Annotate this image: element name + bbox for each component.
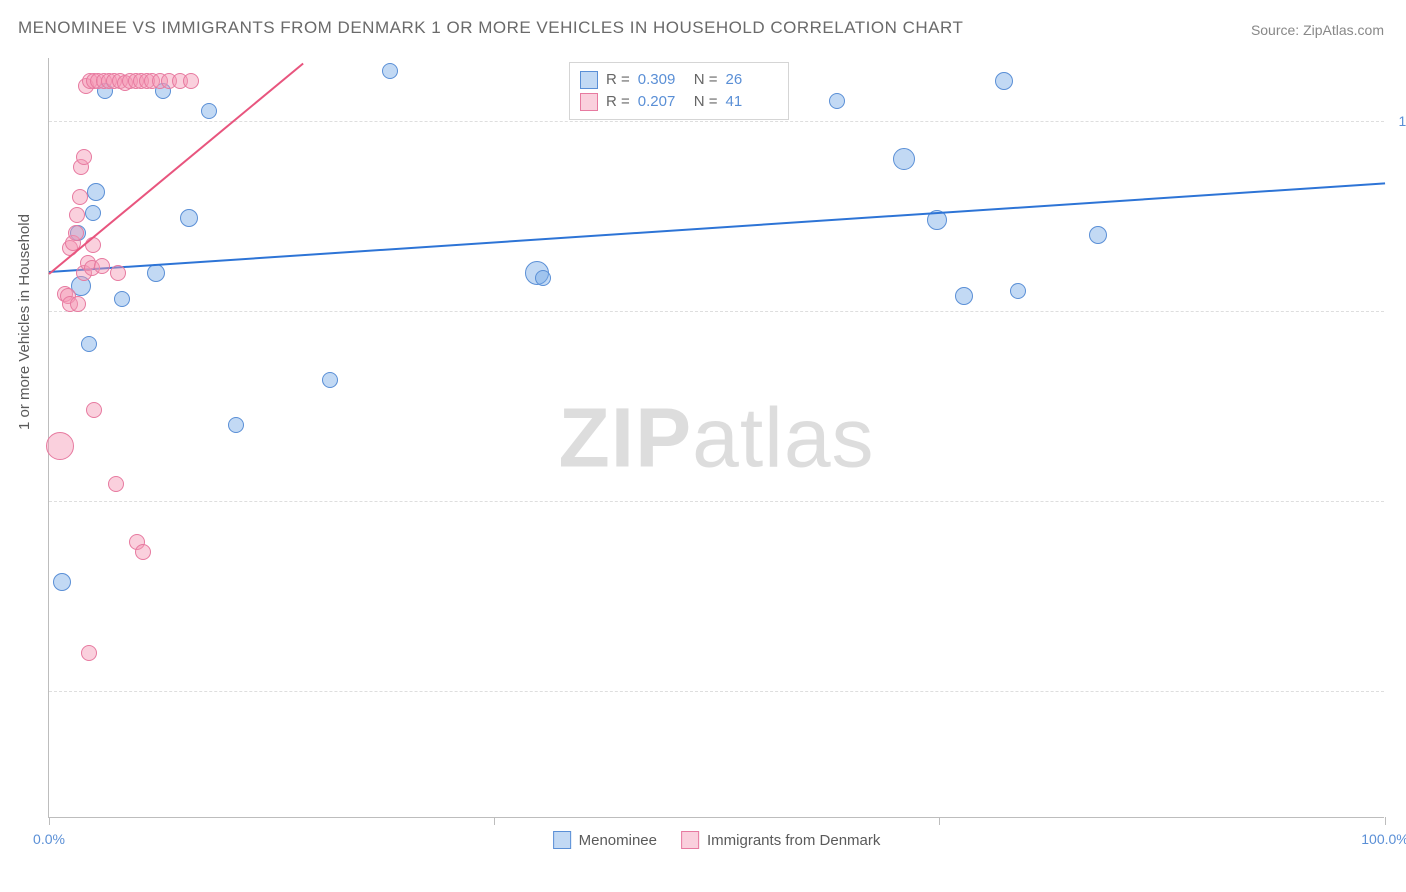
gridline-h — [49, 311, 1384, 312]
n-value-1: 41 — [726, 91, 774, 113]
data-point — [535, 270, 551, 286]
watermark-bold: ZIP — [558, 390, 692, 484]
watermark-light: atlas — [692, 390, 874, 484]
gridline-h — [49, 501, 1384, 502]
data-point — [81, 645, 97, 661]
data-point — [53, 573, 71, 591]
data-point — [86, 402, 102, 418]
y-axis-label: 1 or more Vehicles in Household — [16, 214, 33, 430]
data-point — [70, 296, 86, 312]
n-label: N = — [694, 91, 718, 113]
chart-title: MENOMINEE VS IMMIGRANTS FROM DENMARK 1 O… — [18, 18, 963, 38]
trend-line — [49, 182, 1385, 273]
data-point — [1010, 283, 1026, 299]
series-legend: Menominee Immigrants from Denmark — [553, 831, 881, 849]
r-value-0: 0.309 — [638, 69, 686, 91]
stats-row-0: R = 0.309 N = 26 — [580, 69, 774, 91]
data-point — [110, 265, 126, 281]
xtick — [1385, 817, 1386, 825]
swatch-series-1 — [580, 93, 598, 111]
data-point — [76, 149, 92, 165]
n-label: N = — [694, 69, 718, 91]
xtick — [494, 817, 495, 825]
data-point — [955, 287, 973, 305]
data-point — [94, 258, 110, 274]
data-point — [147, 264, 165, 282]
legend-item-1: Immigrants from Denmark — [681, 831, 880, 849]
legend-label-1: Immigrants from Denmark — [707, 832, 880, 849]
stats-legend: R = 0.309 N = 26 R = 0.207 N = 41 — [569, 62, 789, 120]
data-point — [995, 72, 1013, 90]
data-point — [180, 209, 198, 227]
ytick-label: 100.0% — [1399, 113, 1406, 129]
data-point — [382, 63, 398, 79]
data-point — [201, 103, 217, 119]
xtick-label: 0.0% — [33, 831, 65, 847]
n-value-0: 26 — [726, 69, 774, 91]
xtick — [939, 817, 940, 825]
watermark: ZIPatlas — [558, 389, 874, 486]
data-point — [81, 336, 97, 352]
data-point — [135, 544, 151, 560]
data-point — [68, 225, 84, 241]
legend-item-0: Menominee — [553, 831, 657, 849]
stats-row-1: R = 0.207 N = 41 — [580, 91, 774, 113]
data-point — [183, 73, 199, 89]
swatch-series-0 — [553, 831, 571, 849]
plot-area: ZIPatlas R = 0.309 N = 26 R = 0.207 N = … — [48, 58, 1384, 818]
data-point — [893, 148, 915, 170]
gridline-h — [49, 691, 1384, 692]
xtick — [49, 817, 50, 825]
data-point — [46, 432, 74, 460]
source-label: Source: ZipAtlas.com — [1251, 22, 1384, 38]
data-point — [72, 189, 88, 205]
data-point — [228, 417, 244, 433]
data-point — [114, 291, 130, 307]
legend-label-0: Menominee — [579, 832, 657, 849]
xtick-label: 100.0% — [1361, 831, 1406, 847]
r-label: R = — [606, 91, 630, 113]
r-label: R = — [606, 69, 630, 91]
data-point — [108, 476, 124, 492]
data-point — [69, 207, 85, 223]
data-point — [87, 183, 105, 201]
r-value-1: 0.207 — [638, 91, 686, 113]
data-point — [829, 93, 845, 109]
swatch-series-1 — [681, 831, 699, 849]
gridline-h — [49, 121, 1384, 122]
data-point — [1089, 226, 1107, 244]
swatch-series-0 — [580, 71, 598, 89]
data-point — [322, 372, 338, 388]
data-point — [85, 205, 101, 221]
